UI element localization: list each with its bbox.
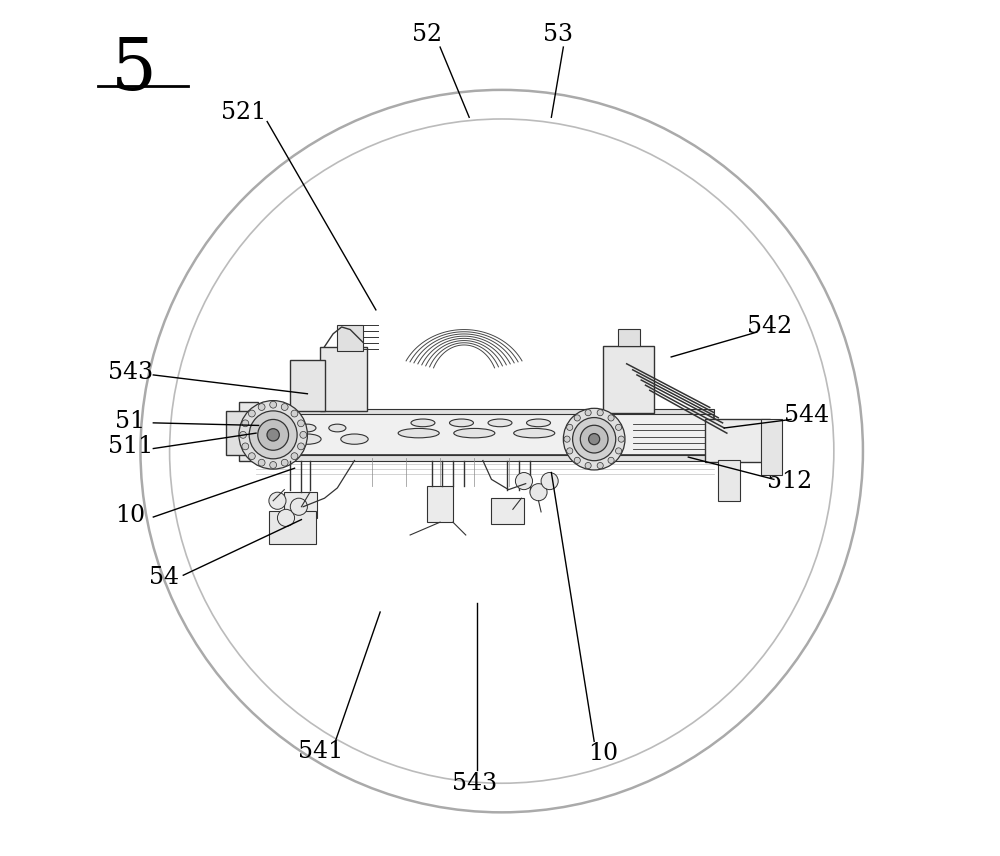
Circle shape: [567, 448, 573, 454]
FancyBboxPatch shape: [603, 346, 654, 413]
Text: 544: 544: [784, 404, 829, 426]
FancyBboxPatch shape: [269, 511, 316, 544]
Text: 10: 10: [588, 742, 618, 764]
Text: 521: 521: [221, 102, 266, 124]
Circle shape: [580, 425, 608, 453]
Circle shape: [270, 401, 277, 408]
FancyBboxPatch shape: [252, 455, 714, 461]
FancyBboxPatch shape: [705, 419, 770, 462]
Circle shape: [616, 448, 622, 454]
FancyBboxPatch shape: [337, 325, 363, 351]
Circle shape: [574, 457, 580, 463]
Text: 54: 54: [149, 567, 180, 589]
Circle shape: [573, 418, 616, 461]
Ellipse shape: [398, 429, 439, 438]
Circle shape: [608, 415, 614, 421]
Ellipse shape: [514, 429, 555, 438]
Circle shape: [267, 429, 279, 441]
Circle shape: [258, 403, 265, 410]
Text: 53: 53: [543, 23, 573, 45]
Circle shape: [281, 403, 288, 410]
Circle shape: [585, 410, 591, 416]
Circle shape: [597, 462, 603, 468]
Ellipse shape: [527, 419, 551, 426]
Ellipse shape: [449, 419, 473, 426]
Ellipse shape: [488, 419, 512, 426]
Circle shape: [515, 473, 533, 490]
FancyBboxPatch shape: [290, 360, 325, 411]
Circle shape: [291, 410, 298, 417]
Circle shape: [530, 484, 547, 501]
Circle shape: [248, 453, 255, 460]
Text: 511: 511: [108, 436, 153, 458]
Ellipse shape: [294, 434, 321, 444]
Circle shape: [290, 498, 307, 515]
FancyBboxPatch shape: [427, 486, 453, 522]
Ellipse shape: [454, 429, 495, 438]
Ellipse shape: [299, 425, 316, 431]
Circle shape: [298, 443, 304, 449]
Ellipse shape: [329, 425, 346, 431]
Ellipse shape: [341, 434, 368, 444]
FancyBboxPatch shape: [718, 460, 740, 501]
Circle shape: [563, 408, 625, 470]
FancyBboxPatch shape: [284, 492, 317, 518]
Circle shape: [298, 420, 304, 427]
Circle shape: [249, 411, 297, 459]
Circle shape: [240, 431, 246, 438]
Circle shape: [567, 425, 573, 431]
Circle shape: [541, 473, 558, 490]
Circle shape: [281, 460, 288, 467]
Ellipse shape: [411, 419, 435, 426]
Text: 512: 512: [767, 470, 812, 492]
Text: 5: 5: [111, 34, 157, 104]
Circle shape: [242, 420, 249, 427]
Circle shape: [277, 509, 295, 526]
Text: 52: 52: [412, 23, 442, 45]
FancyBboxPatch shape: [252, 414, 714, 455]
Circle shape: [589, 434, 600, 444]
FancyBboxPatch shape: [320, 347, 367, 411]
Text: 543: 543: [452, 772, 497, 794]
FancyBboxPatch shape: [618, 329, 640, 346]
Text: 541: 541: [298, 740, 343, 763]
Circle shape: [248, 410, 255, 417]
Circle shape: [616, 425, 622, 431]
FancyBboxPatch shape: [226, 411, 252, 455]
Circle shape: [270, 461, 277, 468]
Circle shape: [574, 415, 580, 421]
Text: 10: 10: [115, 504, 145, 526]
Text: 543: 543: [108, 361, 153, 383]
Circle shape: [618, 436, 624, 443]
Circle shape: [608, 457, 614, 463]
Text: 51: 51: [115, 410, 145, 432]
Circle shape: [300, 431, 307, 438]
Circle shape: [258, 419, 289, 450]
Circle shape: [585, 462, 591, 468]
Circle shape: [291, 453, 298, 460]
FancyBboxPatch shape: [252, 409, 714, 414]
Circle shape: [239, 401, 307, 469]
FancyBboxPatch shape: [761, 419, 782, 475]
FancyBboxPatch shape: [491, 498, 524, 524]
Circle shape: [258, 460, 265, 467]
Circle shape: [564, 436, 570, 443]
Text: 542: 542: [747, 316, 792, 338]
FancyBboxPatch shape: [239, 402, 258, 461]
Circle shape: [269, 492, 286, 509]
Circle shape: [242, 443, 249, 449]
Circle shape: [597, 410, 603, 416]
